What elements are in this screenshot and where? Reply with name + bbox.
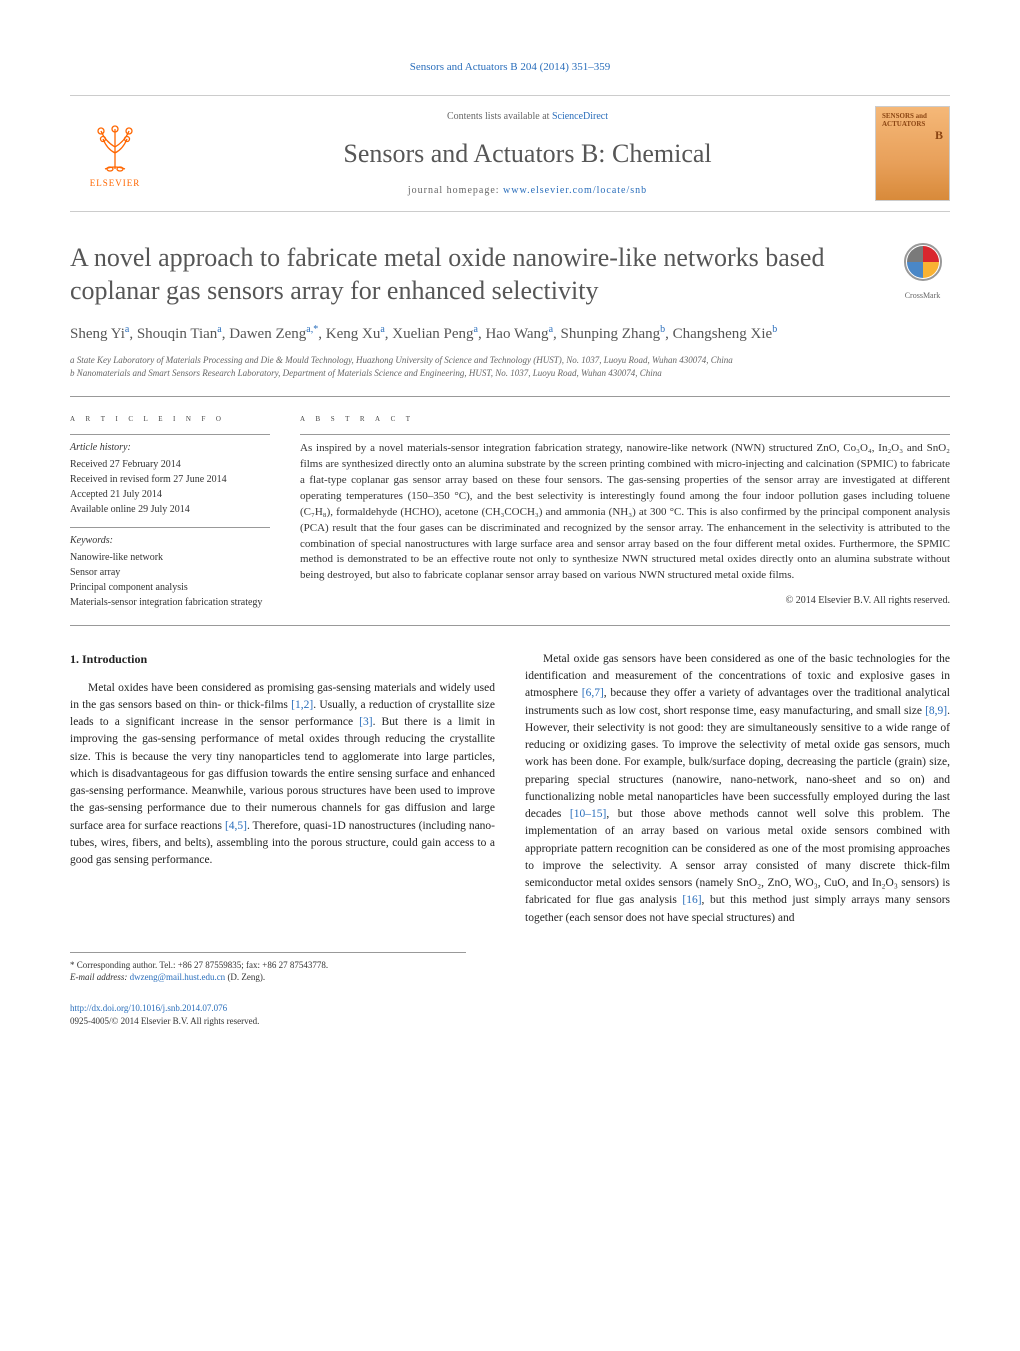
email-label: E-mail address: — [70, 972, 130, 982]
homepage-line: journal homepage: www.elsevier.com/locat… — [180, 184, 875, 198]
divider-bottom — [70, 625, 950, 626]
history-item: Accepted 21 July 2014 — [70, 487, 270, 502]
abstract-copyright: © 2014 Elsevier B.V. All rights reserved… — [300, 594, 950, 608]
email-link[interactable]: dwzeng@mail.hust.edu.cn — [130, 972, 226, 982]
authors: Sheng Yia, Shouqin Tiana, Dawen Zenga,*,… — [70, 322, 950, 346]
homepage-link[interactable]: www.elsevier.com/locate/snb — [503, 185, 647, 196]
contents-prefix: Contents lists available at — [447, 111, 552, 122]
email-line: E-mail address: dwzeng@mail.hust.edu.cn … — [70, 971, 466, 984]
elsevier-tree-icon — [85, 119, 145, 174]
history-item: Received in revised form 27 June 2014 — [70, 472, 270, 487]
keywords-list: Nanowire-like networkSensor arrayPrincip… — [70, 550, 270, 610]
page-container: Sensors and Actuators B 204 (2014) 351–3… — [0, 0, 1020, 1067]
homepage-prefix: journal homepage: — [408, 185, 503, 196]
crossmark-label: CrossMark — [895, 290, 950, 301]
cover-text-3: B — [882, 129, 943, 142]
history-heading: Article history: — [70, 441, 270, 455]
affiliation-a: a State Key Laboratory of Materials Proc… — [70, 354, 950, 368]
abstract-heading: A B S T R A C T — [300, 412, 950, 426]
issn-line: 0925-4005/© 2014 Elsevier B.V. All right… — [70, 1015, 950, 1028]
footnotes: * Corresponding author. Tel.: +86 27 875… — [70, 952, 466, 984]
banner-center: Contents lists available at ScienceDirec… — [180, 110, 875, 198]
journal-banner: ELSEVIER Contents lists available at Sci… — [70, 95, 950, 212]
journal-cover: SENSORS and ACTUATORS B — [875, 106, 950, 201]
corresponding-author: * Corresponding author. Tel.: +86 27 875… — [70, 959, 466, 972]
affiliation-b: b Nanomaterials and Smart Sensors Resear… — [70, 367, 950, 381]
keyword-item: Sensor array — [70, 565, 270, 580]
abstract-divider — [300, 434, 950, 435]
elsevier-text: ELSEVIER — [90, 177, 141, 190]
keyword-item: Principal component analysis — [70, 580, 270, 595]
body-col-right: Metal oxide gas sensors have been consid… — [525, 651, 950, 927]
body-para-1: Metal oxides have been considered as pro… — [70, 680, 495, 870]
keyword-item: Nanowire-like network — [70, 550, 270, 565]
article-info: A R T I C L E I N F O Article history: R… — [70, 412, 270, 610]
info-divider-2 — [70, 527, 270, 528]
journal-title: Sensors and Actuators B: Chemical — [180, 136, 875, 172]
abstract-column: A B S T R A C T As inspired by a novel m… — [300, 412, 950, 610]
crossmark-widget[interactable]: CrossMark — [895, 242, 950, 300]
body-col-left: 1. Introduction Metal oxides have been c… — [70, 651, 495, 927]
email-name: (D. Zeng). — [225, 972, 265, 982]
body-para-2: Metal oxide gas sensors have been consid… — [525, 651, 950, 927]
cover-text-2: ACTUATORS — [882, 121, 943, 129]
article-title: A novel approach to fabricate metal oxid… — [70, 242, 875, 307]
history-item: Received 27 February 2014 — [70, 457, 270, 472]
section-heading: 1. Introduction — [70, 651, 495, 668]
history-item: Available online 29 July 2014 — [70, 502, 270, 517]
crossmark-icon — [903, 242, 943, 282]
affiliations: a State Key Laboratory of Materials Proc… — [70, 354, 950, 381]
keyword-item: Materials-sensor integration fabrication… — [70, 595, 270, 610]
info-abstract-row: A R T I C L E I N F O Article history: R… — [70, 412, 950, 610]
abstract-text: As inspired by a novel materials-sensor … — [300, 441, 950, 584]
sciencedirect-link[interactable]: ScienceDirect — [552, 111, 608, 122]
elsevier-logo: ELSEVIER — [70, 109, 160, 199]
doi-block: http://dx.doi.org/10.1016/j.snb.2014.07.… — [70, 1002, 950, 1027]
body-columns: 1. Introduction Metal oxides have been c… — [70, 651, 950, 927]
info-heading: A R T I C L E I N F O — [70, 412, 270, 426]
keywords-heading: Keywords: — [70, 534, 270, 548]
title-row: A novel approach to fabricate metal oxid… — [70, 242, 950, 307]
info-divider-1 — [70, 434, 270, 435]
contents-line: Contents lists available at ScienceDirec… — [180, 110, 875, 124]
history-list: Received 27 February 2014Received in rev… — [70, 457, 270, 517]
header-citation: Sensors and Actuators B 204 (2014) 351–3… — [70, 60, 950, 75]
doi-link[interactable]: http://dx.doi.org/10.1016/j.snb.2014.07.… — [70, 1003, 227, 1013]
divider-top — [70, 396, 950, 397]
